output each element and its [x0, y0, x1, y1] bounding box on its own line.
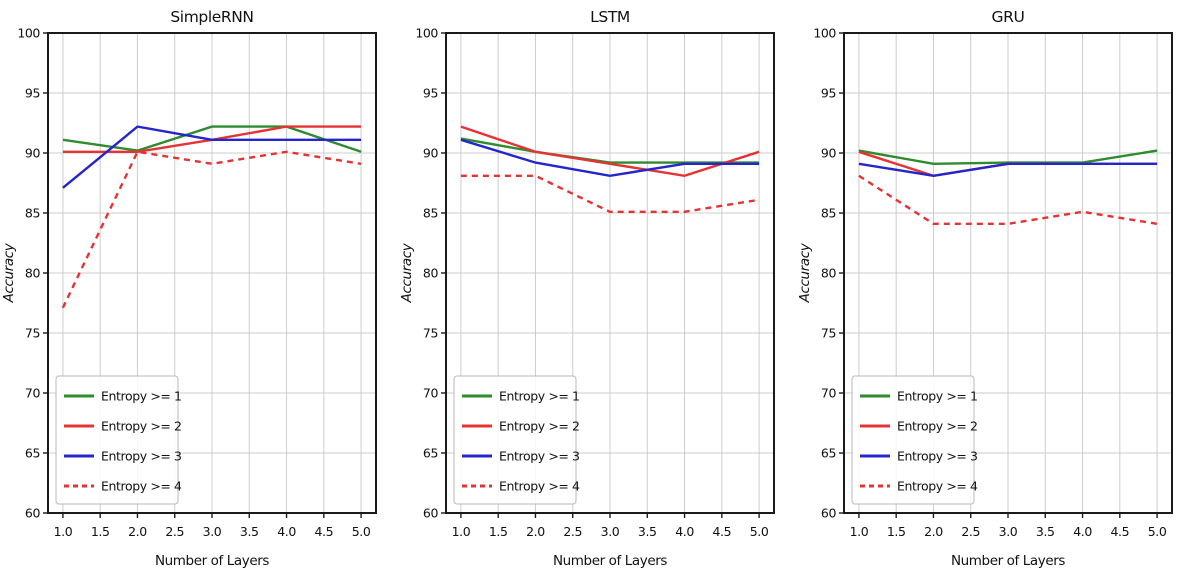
x-axis-label: Number of Layers [553, 553, 667, 569]
x-tick-label: 2.0 [924, 524, 943, 539]
x-tick-label: 4.5 [712, 524, 731, 539]
lstm-plot: 1.0 1.5 2.0 2.5 3.0 3.5 4.0 4.5 5.0 60 65 70 75 80 85 9… [398, 0, 796, 576]
y-tick-label: 65 [423, 446, 438, 461]
legend-label: Entropy >= 1 [499, 389, 580, 404]
x-tick-label: 5.0 [750, 524, 769, 539]
series-line-entropy-2 [460, 125, 760, 178]
y-tick-label: 65 [821, 446, 836, 461]
chart-lstm: 1.0 1.5 2.0 2.5 3.0 3.5 4.0 4.5 5.0 60 65 70 75 80 85 9… [398, 0, 796, 576]
legend-label: Entropy >= 3 [897, 449, 978, 464]
x-tick-label: 2.0 [526, 524, 545, 539]
chart-simplernn: 1.0 1.5 2.0 2.5 3.0 3.5 4.0 4.5 5.0 60 65 70 75 80 85 9… [0, 0, 398, 576]
legend-label: Entropy >= 4 [897, 479, 978, 494]
y-tick-label: 100 [17, 26, 40, 41]
x-tick-label: 1.5 [489, 524, 508, 539]
x-tick-label: 1.5 [91, 524, 110, 539]
y-tick-label: 90 [25, 146, 41, 161]
series-line-entropy-3 [858, 162, 1158, 178]
legend-label: Entropy >= 4 [101, 479, 182, 494]
y-tick-label: 95 [821, 86, 836, 101]
legend-label: Entropy >= 2 [897, 419, 978, 434]
chart-title: SimpleRNN [170, 8, 253, 26]
gru-plot: 1.0 1.5 2.0 2.5 3.0 3.5 4.0 4.5 5.0 60 65 70 75 80 85 9… [796, 0, 1194, 576]
x-tick-label: 5.0 [352, 524, 371, 539]
series-line-entropy-3 [62, 125, 362, 189]
series-line-entropy-4 [460, 174, 760, 214]
series-line-entropy-4 [61, 150, 362, 309]
y-tick-label: 95 [25, 86, 40, 101]
y-tick-label: 75 [423, 326, 438, 341]
x-tick-label: 2.5 [165, 524, 184, 539]
y-tick-label: 95 [423, 86, 438, 101]
x-tick-label: 3.5 [240, 524, 259, 539]
y-tick-label: 60 [25, 506, 41, 521]
chart-gru: 1.0 1.5 2.0 2.5 3.0 3.5 4.0 4.5 5.0 60 65 70 75 80 85 9… [796, 0, 1194, 576]
simplernn-plot: 1.0 1.5 2.0 2.5 3.0 3.5 4.0 4.5 5.0 60 65 70 75 80 85 9… [0, 0, 398, 576]
y-tick-label: 80 [821, 266, 837, 281]
y-axis-label: Accuracy [1, 242, 17, 303]
x-tick-label: 3.0 [203, 524, 222, 539]
x-tick-label: 2.0 [128, 524, 147, 539]
y-tick-label: 85 [25, 206, 40, 221]
legend-box [453, 375, 577, 505]
y-tick-label: 100 [415, 26, 438, 41]
x-tick-label: 2.5 [961, 524, 980, 539]
legend-label: Entropy >= 1 [897, 389, 978, 404]
legend-label: Entropy >= 2 [101, 419, 182, 434]
chart-title: LSTM [590, 8, 630, 26]
y-tick-label: 60 [423, 506, 439, 521]
y-tick-label: 85 [821, 206, 836, 221]
y-tick-label: 70 [25, 386, 41, 401]
legend-label: Entropy >= 3 [101, 449, 182, 464]
x-tick-label: 5.0 [1148, 524, 1167, 539]
x-tick-label: 1.0 [54, 524, 73, 539]
y-tick-label: 90 [821, 146, 837, 161]
chart-title: GRU [992, 8, 1025, 26]
x-tick-label: 3.5 [1036, 524, 1055, 539]
legend-label: Entropy >= 2 [499, 419, 580, 434]
y-tick-label: 65 [25, 446, 40, 461]
y-tick-label: 80 [25, 266, 41, 281]
x-tick-label: 4.5 [1110, 524, 1129, 539]
x-tick-label: 2.5 [563, 524, 582, 539]
y-tick-label: 60 [821, 506, 837, 521]
y-axis-label: Accuracy [797, 242, 813, 303]
x-tick-label: 4.5 [314, 524, 333, 539]
y-tick-label: 80 [423, 266, 439, 281]
y-tick-label: 70 [821, 386, 837, 401]
y-tick-label: 75 [25, 326, 40, 341]
y-tick-label: 100 [813, 26, 836, 41]
legend-label: Entropy >= 3 [499, 449, 580, 464]
series-line-entropy-3 [460, 138, 760, 178]
legend-label: Entropy >= 1 [101, 389, 182, 404]
x-tick-label: 1.0 [850, 524, 869, 539]
x-tick-label: 4.0 [1073, 524, 1092, 539]
y-axis-label: Accuracy [399, 242, 415, 303]
legend-box [851, 375, 975, 505]
y-tick-label: 75 [821, 326, 836, 341]
x-axis-label: Number of Layers [951, 553, 1065, 569]
x-tick-label: 1.0 [452, 524, 471, 539]
x-tick-label: 1.5 [887, 524, 906, 539]
legend-label: Entropy >= 4 [499, 479, 580, 494]
y-tick-label: 70 [423, 386, 439, 401]
series-line-entropy-4 [858, 174, 1158, 226]
x-tick-label: 3.0 [601, 524, 620, 539]
y-tick-label: 90 [423, 146, 439, 161]
y-tick-label: 85 [423, 206, 438, 221]
x-axis-label: Number of Layers [155, 553, 269, 569]
x-tick-label: 4.0 [277, 524, 296, 539]
x-tick-label: 3.5 [638, 524, 657, 539]
legend-box [55, 375, 179, 505]
x-tick-label: 4.0 [675, 524, 694, 539]
x-tick-label: 3.0 [999, 524, 1018, 539]
